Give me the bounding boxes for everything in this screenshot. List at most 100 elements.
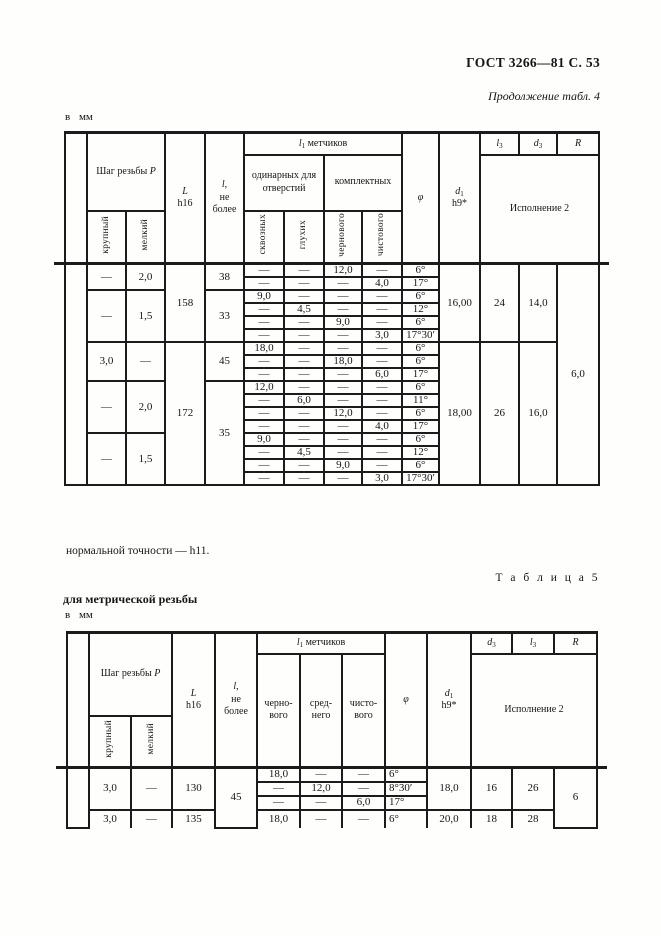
header-cell: сквозных: [243, 209, 285, 265]
table-cell: [64, 262, 88, 486]
table-cell: 17°: [401, 419, 440, 434]
header-cell: l, не более: [214, 631, 258, 769]
table-cell: —: [323, 380, 363, 395]
header-cell: комплектных: [323, 153, 403, 212]
table-cell: —: [243, 262, 285, 278]
table-cell: —: [125, 341, 166, 382]
table-cell: —: [283, 406, 325, 421]
table-cell: 16,0: [518, 341, 558, 486]
table-cell: 45: [204, 341, 245, 382]
table-cell: —: [243, 458, 285, 473]
table-cell: 9,0: [323, 315, 363, 330]
table-cell: —: [361, 289, 403, 304]
table-cell: —: [323, 289, 363, 304]
header-cell: R: [553, 631, 598, 655]
header-cell: глухих: [283, 209, 325, 265]
table-cell: 20,0: [426, 808, 472, 828]
table-cell: 18,00: [438, 341, 481, 486]
header-cell: L h16: [164, 131, 206, 265]
header-cell: одинарных для отверстий: [243, 153, 325, 212]
header-cell: l3: [511, 631, 555, 655]
header-cell: Шаг резьбы P: [88, 631, 173, 717]
table-cell: —: [299, 766, 343, 783]
table-cell: 6°: [384, 766, 428, 783]
table-cell: —: [361, 432, 403, 447]
table-cell: 1,5: [125, 432, 166, 486]
table-cell: 2,0: [125, 380, 166, 434]
header-cell: чистового: [361, 209, 403, 265]
table-cell: 4,0: [361, 419, 403, 434]
table-cell: —: [361, 354, 403, 369]
table-cell: 6,0: [361, 367, 403, 382]
header-cell: l1 метчиков: [243, 131, 403, 156]
table-cell: —: [243, 406, 285, 421]
table-cell: 6°: [401, 354, 440, 369]
table-cell: 12°: [401, 445, 440, 460]
table-cell: 33: [204, 289, 245, 343]
table-cell: —: [283, 276, 325, 291]
table-cell: 130: [171, 766, 216, 811]
table-cell: 18,0: [323, 354, 363, 369]
header-cell: d1 h9*: [426, 631, 472, 769]
header-cell: сред- него: [299, 652, 343, 769]
header-cell: l3: [479, 131, 520, 156]
table-cell: —: [283, 471, 325, 486]
header-cell: чисто- вого: [341, 652, 386, 769]
header-cell: R: [556, 131, 600, 156]
table-cell: 9,0: [323, 458, 363, 473]
header-cell: чернового: [323, 209, 363, 265]
table-cell: 14,0: [518, 262, 558, 343]
table-cell: 1,5: [125, 289, 166, 343]
table-cell: —: [243, 393, 285, 408]
table-5-caption: Т а б л и ц а 5: [495, 572, 600, 584]
table-cell: —: [323, 393, 363, 408]
table-cell: 4,5: [283, 302, 325, 317]
header-cell: l1 метчиков: [256, 631, 386, 655]
table-cell: —: [86, 289, 127, 343]
table-cell: —: [256, 794, 301, 811]
table-cell: —: [323, 276, 363, 291]
table-cell: —: [361, 341, 403, 356]
table-cell: 28: [511, 808, 555, 828]
table-5-subtitle: для метрической резьбы: [63, 592, 198, 606]
table-cell: 6°: [401, 289, 440, 304]
header-cell: крупный: [88, 714, 132, 769]
table-cell: 3,0: [88, 766, 132, 811]
table-cell: —: [283, 380, 325, 395]
table-cell: 3,0: [361, 328, 403, 343]
table-cell: 18,0: [256, 766, 301, 783]
table-cell: 12°: [401, 302, 440, 317]
table-cell: —: [243, 302, 285, 317]
table-cell: 12,0: [323, 406, 363, 421]
table-cell: —: [283, 354, 325, 369]
header-cell: крупный: [86, 209, 127, 265]
header-cell: φ: [384, 631, 428, 769]
table-cell: 17°: [401, 367, 440, 382]
table-cell: 45: [214, 766, 258, 829]
table-cell: 3,0: [361, 471, 403, 486]
table-cell: 6°: [401, 262, 440, 278]
table-cell: —: [283, 432, 325, 447]
table-cell: 16,00: [438, 262, 481, 343]
table-cell: —: [341, 808, 386, 828]
table-cell: 158: [164, 262, 206, 343]
table-cell: —: [361, 315, 403, 330]
table-cell: —: [361, 393, 403, 408]
table-cell: —: [361, 458, 403, 473]
separator-extension-left: [54, 261, 66, 265]
table-cell: —: [283, 341, 325, 356]
table-cell: —: [283, 289, 325, 304]
table-cell: —: [130, 808, 173, 828]
table-cell: 3,0: [88, 808, 132, 828]
table-cell: —: [243, 328, 285, 343]
table-cell: —: [283, 328, 325, 343]
table-cell: 6,0: [556, 262, 600, 486]
table-cell: 6°: [401, 380, 440, 395]
table-cell: —: [361, 380, 403, 395]
header-cell: мелкий: [125, 209, 166, 265]
table-cell: —: [243, 354, 285, 369]
table-cell: —: [361, 445, 403, 460]
